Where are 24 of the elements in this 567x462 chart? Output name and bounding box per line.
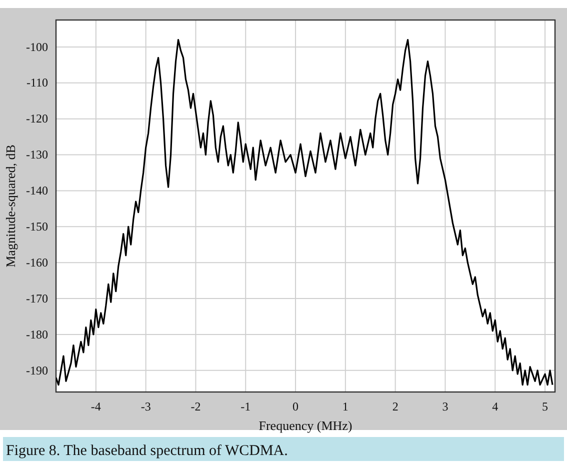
x-tick-label: 5: [542, 400, 548, 414]
x-tick-label: -3: [140, 400, 151, 414]
y-tick-label: -130: [26, 148, 48, 162]
y-tick-label: -180: [26, 327, 48, 342]
y-tick-label: -110: [26, 76, 48, 90]
y-tick-label: -160: [26, 255, 48, 270]
y-axis-title: Magnitude-squared, dB: [3, 144, 18, 268]
x-axis-title: Frequency (MHz): [258, 418, 352, 433]
x-tick-label: -2: [190, 400, 201, 414]
x-tick-label: 4: [492, 400, 498, 414]
y-tick-label: -140: [26, 184, 48, 198]
x-tick-label: 3: [442, 400, 448, 414]
y-tick-label: -120: [26, 112, 48, 126]
line-series: [56, 38, 554, 386]
y-tick-label: -100: [26, 40, 48, 54]
x-tick-label: 0: [292, 400, 299, 414]
x-tick-label: 2: [392, 400, 398, 414]
x-tick-label: 1: [342, 400, 348, 414]
y-tick-label: -150: [26, 220, 48, 234]
caption: Figure 8. The baseband spectrum of WCDMA.: [6, 443, 288, 459]
y-tick-label: -170: [26, 291, 48, 306]
x-tick-label: -4: [90, 400, 101, 414]
y-tick-label: -190: [26, 363, 48, 378]
x-tick-label: -1: [240, 400, 251, 414]
